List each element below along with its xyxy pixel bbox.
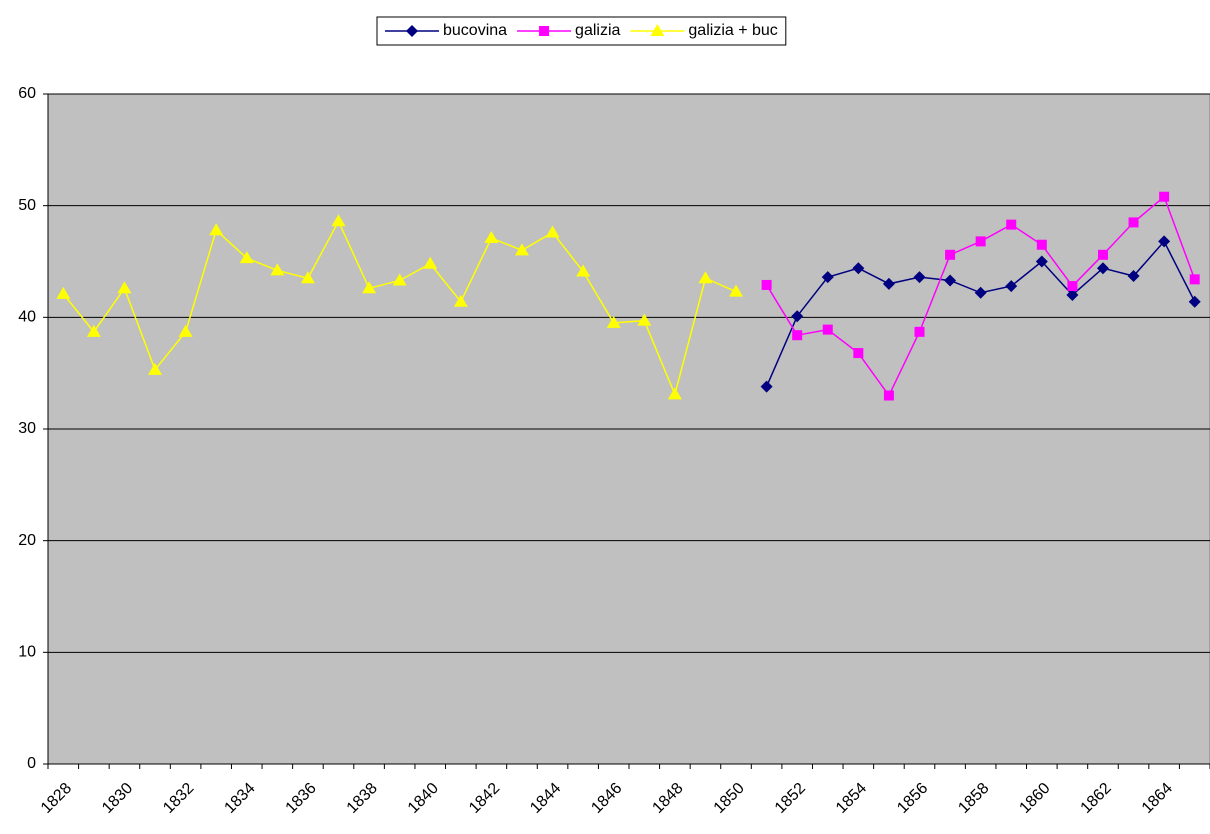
x-tick-label: 1832 bbox=[160, 780, 197, 817]
marker-triangle bbox=[698, 271, 713, 284]
x-tick-label: 1842 bbox=[466, 780, 503, 817]
marker-square bbox=[1097, 249, 1108, 260]
marker-square bbox=[539, 26, 550, 36]
marker-triangle bbox=[514, 243, 529, 256]
marker-diamond bbox=[882, 277, 895, 290]
marker-triangle bbox=[239, 251, 254, 264]
legend-label: bucovina bbox=[443, 22, 507, 39]
marker-diamond bbox=[791, 310, 804, 323]
marker-triangle bbox=[178, 324, 193, 337]
marker-triangle bbox=[545, 225, 560, 238]
y-tick-label: 20 bbox=[18, 532, 36, 549]
marker-square bbox=[853, 348, 864, 359]
marker-square bbox=[883, 390, 894, 401]
x-tick-label: 1860 bbox=[1016, 780, 1053, 817]
marker-diamond bbox=[1158, 235, 1171, 248]
marker-triangle bbox=[637, 313, 652, 326]
marker-square bbox=[1159, 191, 1170, 202]
marker-triangle bbox=[86, 324, 101, 337]
marker-diamond bbox=[821, 271, 834, 284]
legend-label: galizia bbox=[575, 22, 620, 39]
x-tick-label: 1834 bbox=[221, 780, 258, 817]
x-tick-label: 1840 bbox=[405, 780, 442, 817]
marker-triangle bbox=[423, 256, 438, 269]
x-tick-label: 1852 bbox=[772, 780, 809, 817]
legend: bucovina galizia galizia + buc bbox=[376, 16, 787, 46]
marker-square bbox=[975, 236, 986, 247]
marker-triangle bbox=[484, 231, 499, 244]
x-tick-label: 1844 bbox=[527, 780, 564, 817]
marker-diamond bbox=[1035, 255, 1048, 268]
x-tick-label: 1828 bbox=[38, 780, 75, 817]
marker-triangle bbox=[606, 315, 621, 328]
legend-label: galizia + buc bbox=[688, 22, 777, 39]
marker-diamond bbox=[1005, 280, 1018, 293]
x-tick-label: 1838 bbox=[344, 780, 381, 817]
marker-triangle bbox=[667, 387, 682, 400]
marker-triangle bbox=[453, 294, 468, 307]
marker-triangle bbox=[209, 223, 224, 236]
marker-diamond bbox=[1188, 295, 1201, 308]
marker-diamond bbox=[1096, 262, 1109, 275]
y-tick-label: 60 bbox=[18, 85, 36, 102]
marker-square bbox=[914, 326, 925, 337]
marker-triangle bbox=[56, 286, 71, 299]
x-tick-label: 1864 bbox=[1139, 780, 1176, 817]
y-tick-label: 50 bbox=[18, 197, 36, 214]
marker-triangle bbox=[650, 24, 665, 36]
marker-square bbox=[1128, 217, 1139, 228]
legend-box bbox=[376, 16, 787, 46]
marker-diamond bbox=[1127, 270, 1140, 283]
x-tick-label: 1846 bbox=[588, 780, 625, 817]
x-tick-label: 1862 bbox=[1078, 780, 1115, 817]
marker-square bbox=[792, 330, 803, 341]
y-tick-label: 0 bbox=[27, 755, 36, 772]
marker-triangle bbox=[117, 281, 132, 294]
marker-diamond bbox=[406, 25, 418, 37]
marker-diamond bbox=[852, 262, 865, 275]
marker-diamond bbox=[974, 286, 987, 299]
marker-triangle bbox=[392, 273, 407, 286]
marker-square bbox=[1189, 274, 1200, 285]
marker-diamond bbox=[1066, 289, 1079, 301]
x-tick-label: 1848 bbox=[649, 780, 686, 817]
marker-triangle bbox=[362, 281, 377, 294]
marker-square bbox=[761, 279, 772, 290]
marker-triangle bbox=[300, 271, 315, 284]
y-tick-label: 40 bbox=[18, 309, 36, 326]
x-tick-label: 1854 bbox=[833, 780, 870, 817]
y-tick-label: 10 bbox=[18, 644, 36, 661]
marker-square bbox=[1036, 239, 1047, 250]
marker-diamond bbox=[760, 380, 773, 393]
marker-square bbox=[945, 249, 956, 260]
marker-diamond bbox=[913, 271, 926, 284]
marker-triangle bbox=[729, 284, 744, 297]
x-tick-label: 1836 bbox=[283, 780, 320, 817]
marker-square bbox=[1067, 281, 1078, 292]
x-tick-label: 1850 bbox=[711, 780, 748, 817]
marker-square bbox=[1006, 219, 1017, 230]
marker-triangle bbox=[270, 263, 285, 276]
marker-triangle bbox=[148, 362, 163, 375]
marker-diamond bbox=[944, 274, 957, 287]
x-tick-label: 1856 bbox=[894, 780, 931, 817]
marker-square bbox=[822, 324, 833, 335]
x-tick-label: 1858 bbox=[955, 780, 992, 817]
x-tick-label: 1830 bbox=[99, 780, 136, 817]
marker-triangle bbox=[331, 214, 346, 227]
y-tick-label: 30 bbox=[18, 420, 36, 437]
marker-triangle bbox=[576, 264, 591, 277]
